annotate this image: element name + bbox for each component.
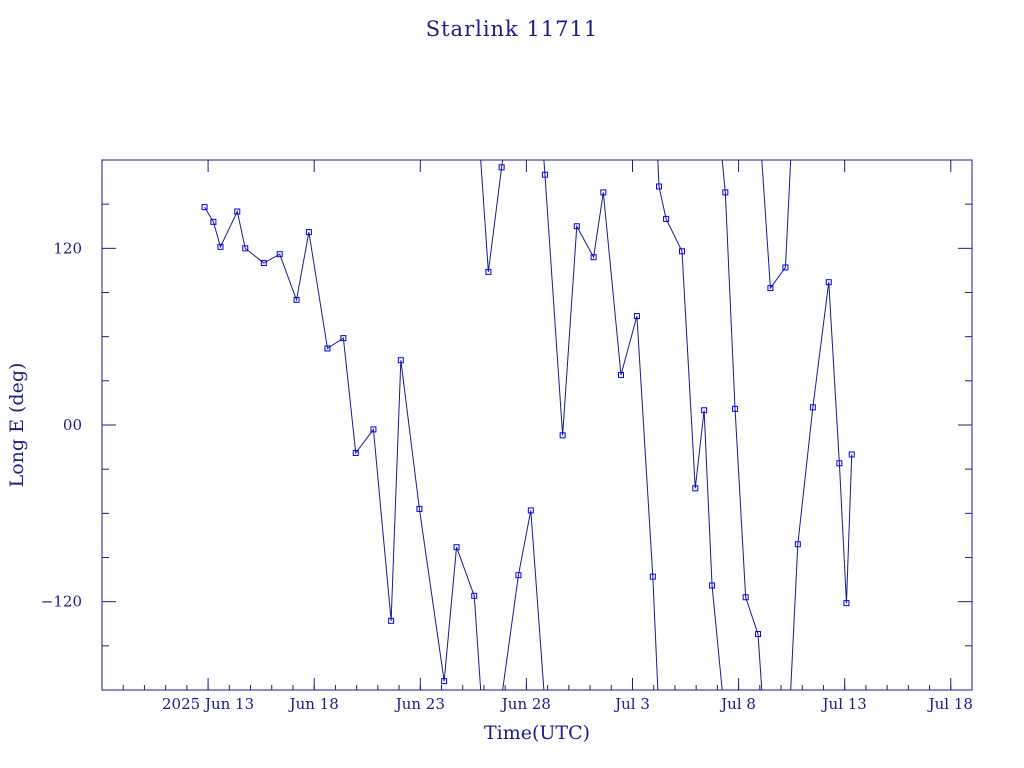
data-point — [293, 296, 300, 303]
data-point — [515, 572, 522, 579]
x-tick-label: Jul 13 — [821, 695, 867, 713]
data-point — [701, 407, 708, 414]
data-point — [782, 264, 789, 271]
data-point — [416, 505, 423, 512]
data-point — [340, 335, 347, 342]
x-tick-label: Jul 8 — [719, 695, 756, 713]
x-tick-label: Jul 3 — [613, 695, 650, 713]
data-point — [663, 215, 670, 222]
data-point — [633, 313, 640, 320]
x-tick-label: Jun 28 — [500, 695, 551, 713]
data-point — [485, 268, 492, 275]
x-axis-label: Time(UTC) — [484, 722, 590, 744]
data-point — [722, 189, 729, 196]
data-point — [388, 617, 395, 624]
data-point — [471, 592, 478, 599]
x-tick-label: Jun 18 — [288, 695, 339, 713]
data-point — [709, 582, 716, 589]
plot-area — [201, 160, 855, 690]
chart-title: Starlink 11711 — [426, 17, 599, 41]
axis-ticks: 2025 Jun 13 Jun 18 Jun 23 Jun 28 Jul 3 Jul 8 J… — [41, 160, 973, 713]
series-layer — [204, 160, 853, 690]
data-point — [453, 544, 460, 551]
data-point — [527, 507, 534, 514]
data-point — [600, 189, 607, 196]
data-point — [794, 541, 801, 548]
data-point — [276, 251, 283, 258]
x-tick-label: Jul 18 — [927, 695, 973, 713]
data-point — [324, 345, 331, 352]
data-point — [649, 573, 656, 580]
data-point — [742, 594, 749, 601]
x-tick-label: 2025 Jun 13 — [162, 695, 254, 713]
data-point — [559, 432, 566, 439]
data-point — [541, 171, 548, 178]
data-point — [679, 248, 685, 255]
data-point — [755, 631, 762, 638]
data-point — [732, 405, 739, 412]
data-point — [843, 600, 850, 607]
data-point — [217, 243, 224, 250]
data-point — [201, 204, 208, 211]
data-point — [848, 451, 855, 458]
data-point — [441, 678, 448, 685]
data-point — [397, 357, 404, 364]
x-tick-label: Jun 23 — [394, 695, 445, 713]
data-point — [498, 164, 505, 171]
y-axis-label: Long E (deg) — [6, 363, 28, 488]
data-point — [370, 426, 377, 433]
data-point — [352, 449, 359, 456]
data-point — [656, 183, 663, 190]
y-tick-label: 00 — [63, 416, 82, 434]
data-point — [260, 260, 267, 267]
y-tick-label: 120 — [53, 239, 82, 257]
data-point — [305, 229, 312, 236]
y-tick-label: −120 — [41, 593, 82, 611]
data-point — [767, 285, 774, 292]
data-point — [809, 404, 816, 411]
data-point — [210, 218, 217, 225]
plot-frame — [101, 159, 973, 691]
data-point — [617, 371, 624, 378]
data-point — [242, 245, 249, 252]
marker-layer — [201, 164, 855, 685]
series-line — [204, 160, 853, 690]
data-point — [825, 279, 832, 286]
data-point — [692, 485, 699, 492]
data-point — [836, 460, 843, 467]
data-point — [234, 208, 241, 215]
data-point — [573, 223, 580, 230]
data-point — [590, 254, 597, 261]
